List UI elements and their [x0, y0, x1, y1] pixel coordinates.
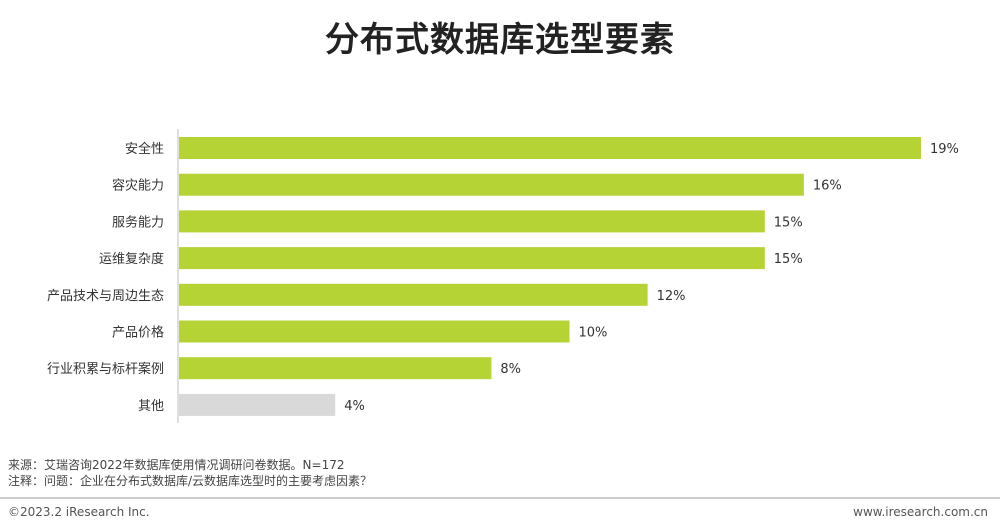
value-label: 15%: [774, 252, 803, 267]
value-label: 19%: [930, 142, 959, 157]
category-label: 其他: [138, 399, 164, 414]
value-label: 4%: [344, 399, 365, 414]
website-link: www.iresearch.com.cn: [853, 505, 988, 519]
bar: [179, 283, 648, 306]
category-label: 容灾能力: [112, 178, 164, 194]
category-label: 运维复杂度: [99, 251, 164, 267]
notes: 来源：艾瑞咨询2022年数据库使用情况调研问卷数据。N=172 注释：问题：企业…: [8, 457, 372, 489]
source-note: 来源：艾瑞咨询2022年数据库使用情况调研问卷数据。N=172: [8, 458, 345, 472]
copyright: ©2023.2 iResearch Inc.: [8, 505, 150, 519]
bar: [179, 393, 336, 416]
footer-divider: [0, 497, 1000, 499]
remark-note: 注释：问题：企业在分布式数据库/云数据库选型时的主要考虑因素？: [8, 474, 373, 488]
bar: [179, 357, 492, 380]
bar: [179, 210, 765, 233]
bar: [179, 173, 804, 196]
category-label: 产品价格: [112, 325, 164, 341]
value-label: 12%: [657, 289, 686, 304]
bar: [179, 137, 921, 159]
chart-title: 分布式数据库选型要素: [325, 20, 675, 60]
category-label: 服务能力: [112, 214, 164, 230]
value-label: 16%: [813, 179, 842, 194]
category-label: 安全性: [125, 141, 164, 157]
bar: [179, 320, 570, 343]
value-label: 15%: [774, 215, 803, 230]
category-label: 产品技术与周边生态: [47, 289, 164, 304]
bar-chart: 安全性 19% 容灾能力 16% 服务能力 15% 运维复杂度 15% 产品技术与周边生态 12%…: [47, 129, 959, 423]
value-label: 8%: [500, 362, 521, 377]
value-label: 10%: [579, 326, 608, 341]
category-label: 行业积累与标杆案例: [47, 362, 164, 377]
bar: [179, 247, 765, 270]
